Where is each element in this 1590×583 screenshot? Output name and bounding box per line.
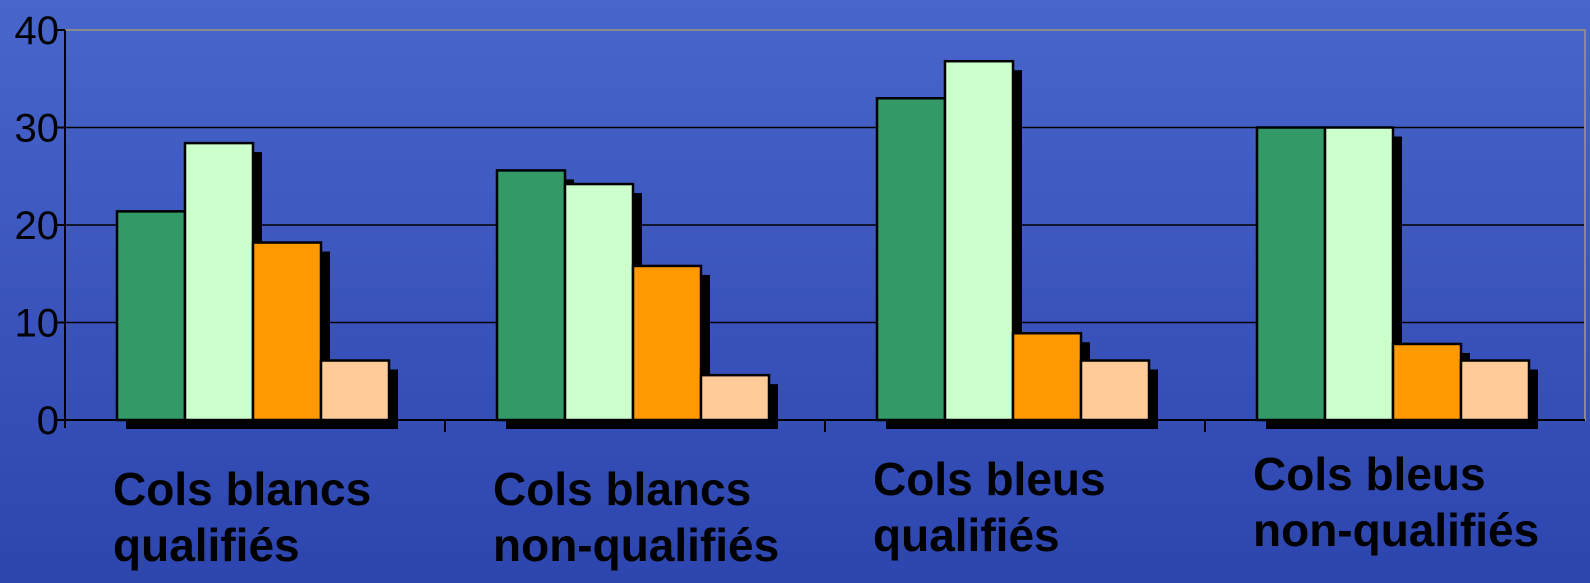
bar [631, 264, 703, 422]
bar [699, 373, 771, 422]
y-tick-label: 20 [15, 204, 60, 248]
y-tick-labels: 0 10 20 30 40 [15, 9, 60, 443]
bar [115, 210, 187, 422]
bar [251, 241, 323, 422]
bar [1011, 331, 1083, 422]
category-label: Cols blancs [113, 463, 371, 515]
bar [943, 59, 1015, 422]
category-label: Cols bleus [873, 453, 1106, 505]
bar [495, 169, 567, 422]
bars [115, 59, 1538, 429]
bar [1255, 126, 1327, 422]
category-label: qualifiés [113, 519, 300, 571]
category-label: Cols blancs [493, 463, 751, 515]
category-label: Cols bleus [1253, 448, 1486, 500]
bar [1391, 342, 1463, 422]
bar [319, 359, 391, 422]
y-tick-label: 30 [15, 107, 60, 151]
category-label: qualifiés [873, 509, 1060, 561]
y-tick-label: 40 [15, 9, 60, 53]
bar [1079, 359, 1151, 422]
bar [1323, 126, 1395, 422]
category-label: non-qualifiés [1253, 504, 1539, 556]
y-tick-label: 10 [15, 302, 60, 346]
bar [1459, 359, 1531, 422]
axes [57, 29, 1585, 432]
category-label: non-qualifiés [493, 519, 779, 571]
y-tick-label: 0 [37, 399, 59, 443]
bar [875, 97, 947, 422]
bar [183, 141, 255, 422]
bar [563, 182, 635, 422]
